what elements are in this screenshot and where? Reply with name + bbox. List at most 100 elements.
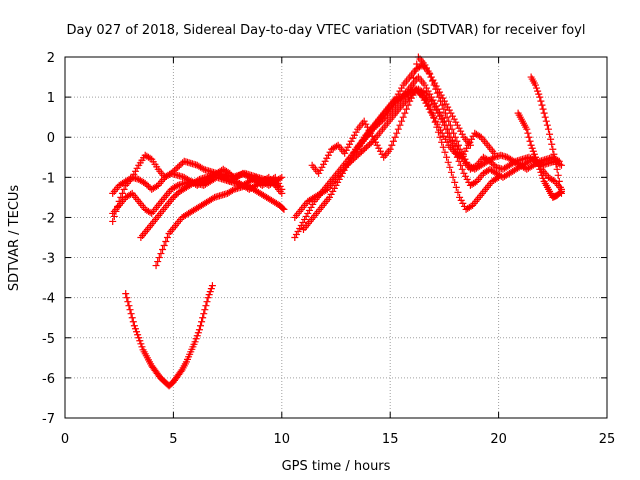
data-point	[534, 87, 542, 95]
data-point	[428, 111, 436, 119]
data-point	[368, 132, 376, 140]
x-tick-label: 5	[169, 432, 177, 447]
data-point	[118, 189, 126, 197]
data-point	[157, 250, 165, 258]
data-point	[436, 133, 444, 141]
data-point	[553, 165, 561, 173]
data-point	[399, 113, 407, 121]
series-track-m	[408, 53, 474, 149]
data-point	[426, 70, 434, 78]
data-point	[429, 100, 437, 108]
data-point	[141, 179, 149, 187]
data-point	[133, 328, 141, 336]
series-track-d	[137, 169, 281, 241]
data-point	[120, 185, 128, 193]
data-point	[133, 164, 141, 172]
data-point	[123, 294, 131, 302]
x-tick-label: 15	[382, 432, 399, 447]
data-point	[542, 117, 550, 125]
data-point	[493, 174, 501, 182]
data-point	[476, 132, 484, 140]
y-tick-label: -2	[42, 211, 55, 226]
data-point	[127, 310, 135, 318]
data-point	[307, 203, 315, 211]
data-point	[423, 84, 431, 92]
data-point	[431, 103, 439, 111]
x-tick-label: 20	[490, 432, 507, 447]
data-point	[551, 155, 559, 163]
data-point	[305, 206, 313, 214]
data-point	[393, 93, 401, 101]
data-point	[413, 60, 421, 68]
data-point	[463, 175, 471, 183]
data-point	[394, 125, 402, 133]
data-point	[451, 178, 459, 186]
x-tick-label: 25	[599, 432, 616, 447]
data-point	[463, 144, 471, 152]
data-point	[445, 133, 453, 141]
data-point	[342, 146, 350, 154]
y-tick-labels: -7 -6 -5 -4 -3 -2 -1 0 1 2	[42, 51, 55, 427]
data-point	[355, 142, 363, 150]
data-point	[131, 167, 139, 175]
data-point	[341, 149, 349, 157]
data-point	[454, 141, 462, 149]
data-point	[291, 234, 299, 241]
data-point	[278, 189, 286, 197]
data-point	[437, 115, 445, 123]
series-group	[109, 53, 565, 390]
data-point	[334, 178, 342, 186]
data-point	[353, 152, 361, 160]
data-point	[357, 148, 365, 156]
series-track-k	[527, 73, 565, 197]
data-point	[531, 81, 539, 89]
data-point	[538, 171, 546, 179]
data-point	[451, 133, 459, 141]
data-point	[453, 137, 461, 145]
data-point	[458, 165, 466, 173]
data-point	[337, 172, 345, 180]
data-point	[549, 176, 557, 184]
data-point	[529, 147, 537, 155]
data-point	[325, 193, 333, 201]
data-point	[455, 157, 463, 165]
data-point	[419, 93, 427, 101]
data-point	[466, 141, 474, 149]
data-point	[329, 187, 337, 195]
y-tick-label: -1	[42, 171, 55, 186]
data-point	[388, 141, 396, 149]
data-point	[432, 106, 440, 114]
data-point	[198, 164, 206, 172]
data-point	[364, 142, 372, 150]
data-point	[546, 130, 554, 138]
data-point	[195, 326, 203, 334]
data-point	[352, 128, 360, 136]
data-point	[441, 135, 449, 143]
data-point	[429, 76, 437, 84]
data-point	[530, 150, 538, 158]
data-point	[330, 184, 338, 192]
data-point	[378, 150, 386, 158]
data-point	[129, 318, 137, 326]
data-point	[445, 106, 453, 114]
data-point	[393, 129, 401, 137]
data-point	[125, 302, 133, 310]
data-point	[162, 238, 170, 246]
data-point	[396, 87, 404, 95]
data-point	[456, 193, 464, 201]
data-point	[278, 173, 286, 181]
data-point	[422, 99, 430, 107]
data-point	[144, 182, 152, 190]
x-axis-label: GPS time / hours	[282, 459, 391, 474]
data-point	[347, 137, 355, 145]
data-point	[548, 140, 556, 148]
data-point	[292, 230, 300, 238]
data-point	[332, 181, 340, 189]
data-point	[175, 162, 183, 170]
data-point	[442, 125, 450, 133]
data-point	[539, 105, 547, 113]
data-point	[199, 314, 207, 322]
data-point	[137, 340, 145, 348]
data-point	[207, 285, 215, 293]
data-point	[356, 149, 364, 157]
